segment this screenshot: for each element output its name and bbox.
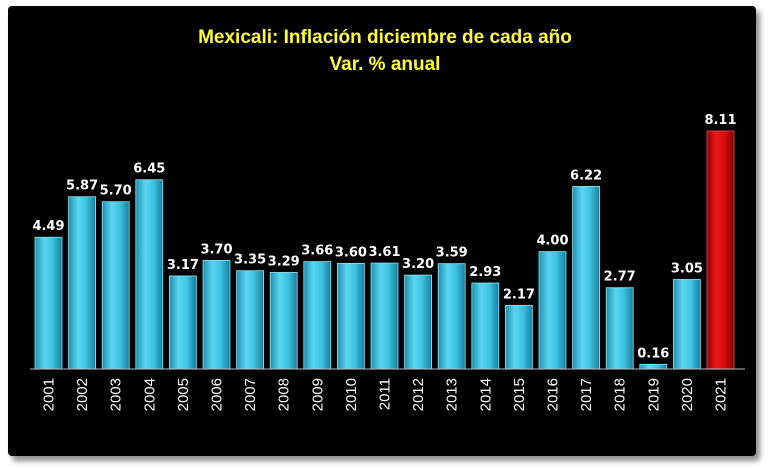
bar-2006 (202, 260, 231, 370)
bar-2004 (135, 179, 164, 370)
x-tick-2004: 2004 (141, 378, 158, 411)
bar-2021 (706, 130, 735, 370)
x-tick-2012: 2012 (410, 378, 427, 411)
chart-title: Mexicali: Inflación diciembre de cada añ… (198, 27, 572, 48)
value-label-2001: 4.49 (32, 219, 64, 234)
bar-2003 (101, 201, 130, 370)
value-label-2017: 6.22 (570, 168, 602, 183)
chart-subtitle: Var. % anual (330, 54, 441, 75)
bar-2014 (471, 282, 500, 370)
value-label-2019: 0.16 (637, 346, 669, 361)
bar-2020 (673, 279, 701, 370)
bar-2018 (605, 287, 634, 370)
value-label-2007: 3.35 (234, 253, 266, 268)
value-label-2016: 4.00 (536, 234, 568, 249)
bar-2001 (34, 236, 63, 370)
bar-2016 (538, 251, 567, 370)
bar-2009 (303, 261, 332, 370)
bar-2017 (572, 186, 600, 370)
value-label-2010: 3.60 (335, 245, 367, 260)
value-label-2021: 8.11 (704, 113, 736, 128)
value-label-2014: 2.93 (469, 265, 501, 280)
bar-2011 (370, 262, 399, 370)
bar-2007 (236, 270, 265, 370)
bar-2019 (639, 363, 668, 370)
value-label-2013: 3.59 (436, 246, 468, 261)
value-label-2015: 2.17 (503, 287, 535, 302)
x-tick-2014: 2014 (477, 378, 494, 411)
x-tick-2003: 2003 (108, 378, 125, 411)
x-tick-2009: 2009 (309, 378, 326, 411)
x-tick-2013: 2013 (444, 378, 461, 411)
x-tick-2010: 2010 (343, 378, 360, 411)
x-tick-2016: 2016 (545, 378, 562, 411)
bar-2008 (269, 272, 298, 370)
x-tick-2019: 2019 (645, 378, 662, 411)
value-label-2005: 3.17 (167, 258, 199, 273)
bar-2005 (168, 275, 197, 370)
x-tick-2006: 2006 (209, 378, 226, 411)
value-label-2018: 2.77 (604, 270, 636, 285)
bar-2002 (68, 196, 96, 370)
value-label-2009: 3.66 (301, 244, 333, 259)
x-tick-2015: 2015 (511, 378, 528, 411)
x-tick-2018: 2018 (612, 378, 629, 411)
bar-2012 (404, 274, 433, 370)
x-tick-2005: 2005 (175, 378, 192, 411)
x-tick-2011: 2011 (377, 378, 394, 410)
x-tick-2008: 2008 (276, 378, 293, 411)
value-label-2011: 3.61 (368, 245, 400, 260)
bar-2013 (437, 263, 466, 370)
x-tick-2007: 2007 (242, 378, 259, 411)
value-label-2002: 5.87 (66, 179, 98, 194)
x-tick-2001: 2001 (41, 378, 58, 411)
bar-2010 (336, 262, 365, 370)
chart-frame (8, 6, 756, 456)
x-tick-2020: 2020 (679, 378, 696, 411)
value-label-2012: 3.20 (402, 257, 434, 272)
x-tick-2017: 2017 (578, 378, 595, 411)
value-label-2020: 3.05 (671, 261, 703, 276)
bar-2015 (504, 304, 533, 370)
value-label-2004: 6.45 (133, 162, 165, 177)
x-tick-2002: 2002 (74, 378, 91, 411)
value-label-2008: 3.29 (268, 254, 300, 269)
x-tick-2021: 2021 (713, 378, 730, 411)
value-label-2003: 5.70 (100, 184, 132, 199)
value-label-2006: 3.70 (200, 242, 232, 257)
